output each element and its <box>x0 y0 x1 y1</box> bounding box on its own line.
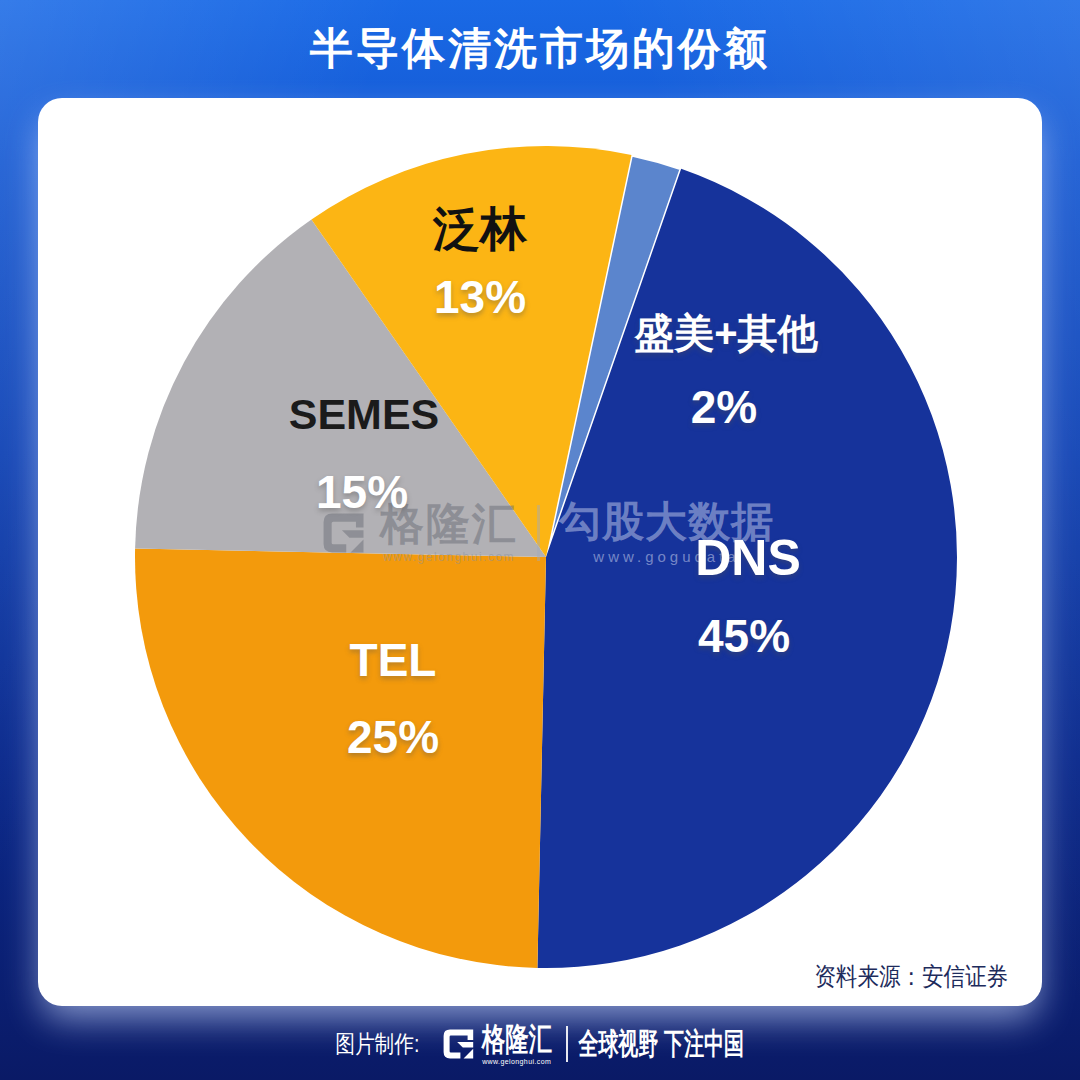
footer-brand-block: 格隆汇 www.gelonghui.com <box>482 1023 552 1065</box>
slice-name-label: DNS <box>695 533 801 583</box>
watermark-divider <box>537 505 540 561</box>
footer-made-by: 图片制作: <box>337 1028 428 1060</box>
slice-name-label: TEL <box>350 637 437 683</box>
slice-name-label: 盛美+其他 <box>634 313 817 353</box>
slice-name-label: 泛林 <box>433 205 527 252</box>
source-note: 资料来源：安信证券 <box>815 960 1009 993</box>
footer-divider <box>566 1026 568 1062</box>
footer-brand: 格隆汇 <box>482 1023 552 1055</box>
slice-name-label: SEMES <box>289 393 440 436</box>
slice-pct-label: 45% <box>698 613 790 659</box>
slice-pct-label: 2% <box>691 384 757 430</box>
gelonghui-logo-icon <box>438 1024 478 1064</box>
watermark-brand-url: www.gelonghui.com <box>383 550 515 564</box>
footer-brand-url: www.gelonghui.com <box>482 1058 551 1065</box>
footer-slogan: 全球视野 下注中国 <box>578 1024 744 1065</box>
slice-pct-label: 15% <box>316 469 408 515</box>
slice-pct-label: 25% <box>347 714 439 760</box>
slice-pct-label: 13% <box>434 274 526 320</box>
pie-slice-TEL <box>135 548 546 968</box>
footer: 图片制作: 格隆汇 www.gelonghui.com 全球视野 下注中国 <box>0 1008 1080 1080</box>
